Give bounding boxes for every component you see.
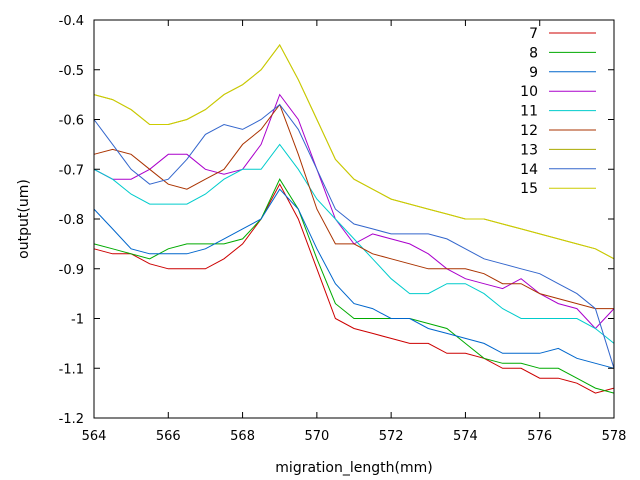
series-line-15	[93, 43, 615, 260]
x-tick-label: 568	[230, 429, 255, 444]
series-line-9	[93, 188, 615, 369]
legend-label-11: 11	[520, 104, 538, 120]
legend-label-10: 10	[520, 84, 538, 100]
series-line-7	[93, 183, 615, 394]
legend-label-8: 8	[529, 45, 538, 61]
legend-label-14: 14	[520, 162, 538, 178]
x-tick-label: 576	[527, 429, 552, 444]
legend-label-13: 13	[520, 142, 538, 158]
legend-label-9: 9	[529, 65, 538, 81]
y-tick-label: -1.2	[59, 412, 84, 427]
y-tick-label: -1	[71, 313, 84, 328]
y-tick-label: -0.9	[59, 263, 84, 278]
legend: 7 8 9 10 11 12 13 14 15	[520, 26, 596, 197]
series-line-11	[93, 143, 615, 344]
x-tick-label: 572	[379, 429, 404, 444]
x-tick-label: 570	[304, 429, 329, 444]
x-tick-label: 578	[602, 429, 627, 444]
series-line-8	[93, 178, 615, 394]
series-layer	[93, 43, 615, 394]
y-tick-label: -1.1	[59, 362, 84, 377]
x-tick-label: 574	[453, 429, 478, 444]
x-tick-label: 566	[156, 429, 181, 444]
legend-label-15: 15	[520, 181, 538, 197]
series-line-14	[93, 103, 615, 369]
x-axis-label: migration_length(mm)	[275, 460, 432, 476]
y-tick-label: -0.7	[59, 163, 84, 178]
y-tick-label: -0.8	[59, 213, 84, 228]
series-line-12	[93, 103, 614, 310]
y-tick-label: -0.5	[59, 64, 84, 79]
ticks-layer: 564 566 568 570 572 574 576 578 -0.4 -0.5 -0.6 -0.7…	[59, 14, 627, 444]
x-tick-label: 564	[82, 429, 107, 444]
legend-label-12: 12	[520, 123, 538, 139]
y-tick-label: -0.6	[59, 114, 84, 129]
y-axis-label: output(um)	[16, 179, 32, 259]
y-tick-label: -0.4	[59, 14, 84, 29]
legend-label-7: 7	[529, 26, 538, 42]
